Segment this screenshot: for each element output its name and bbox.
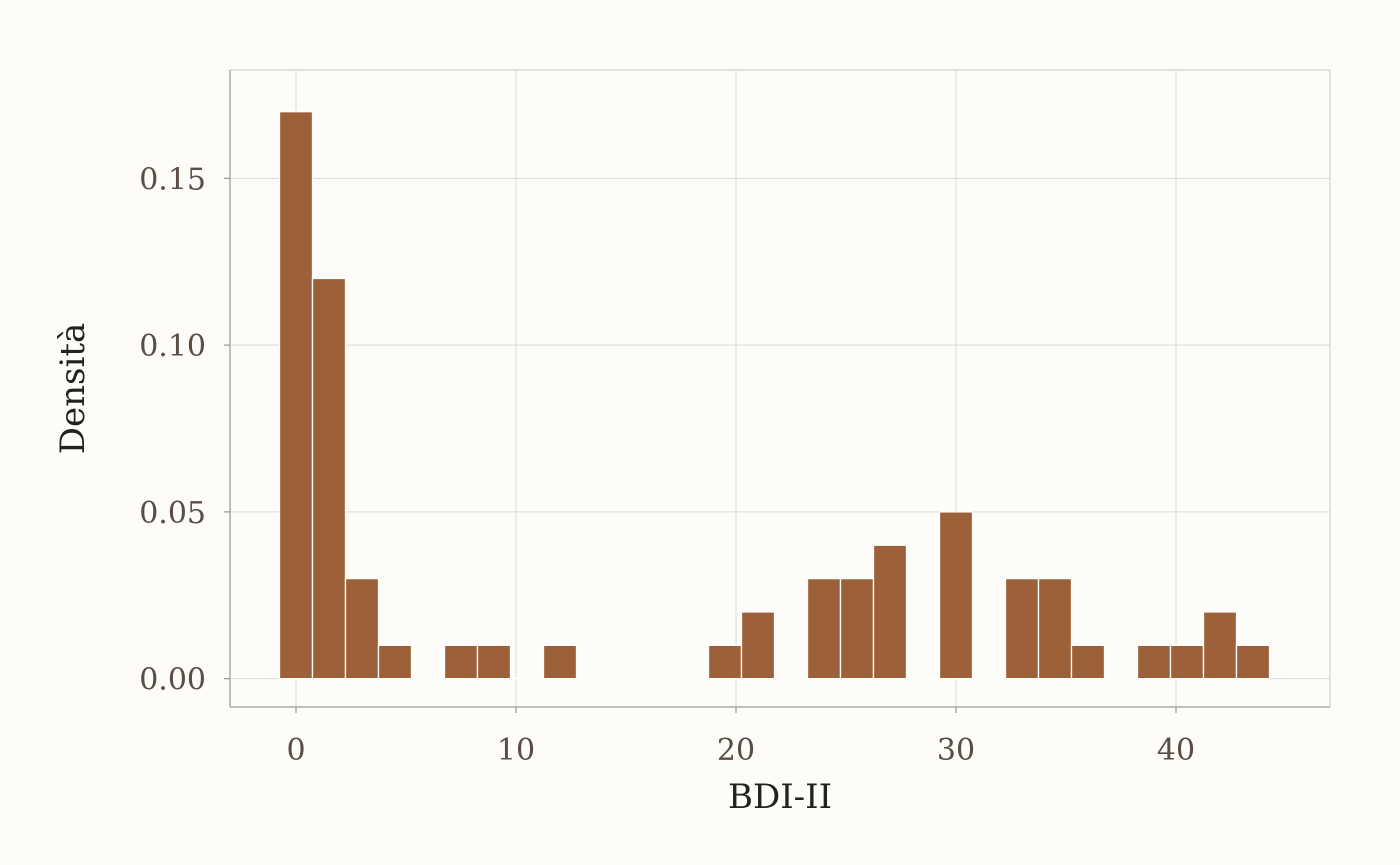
histogram-bar [377, 644, 413, 680]
histogram-bar [971, 677, 1007, 680]
histogram-bar [410, 677, 446, 680]
histogram-bar [905, 677, 941, 680]
histogram-bar [1202, 611, 1238, 680]
histogram-bar [476, 644, 512, 680]
histogram-bar [1037, 577, 1073, 680]
histogram-bars [278, 111, 1271, 680]
x-tick-label: 30 [937, 733, 975, 768]
histogram-bar [509, 677, 545, 680]
histogram-bar [608, 677, 644, 680]
histogram-bar [311, 277, 347, 680]
y-tick-label: 0.00 [139, 663, 206, 698]
histogram-bar [344, 577, 380, 680]
histogram-bar [707, 644, 743, 680]
y-tick-label: 0.10 [139, 329, 206, 364]
histogram-bar [1235, 644, 1271, 680]
histogram-bar [443, 644, 479, 680]
histogram-bar [674, 677, 710, 680]
histogram-bar [806, 577, 842, 680]
histogram-bar [575, 677, 611, 680]
x-tick-label: 10 [497, 733, 535, 768]
histogram-bar [740, 611, 776, 680]
histogram-bar [1136, 644, 1172, 680]
histogram-bar [1004, 577, 1040, 680]
histogram-bar [1103, 677, 1139, 680]
histogram-bar [872, 544, 908, 680]
histogram-bar [1169, 644, 1205, 680]
y-tick-label: 0.05 [139, 496, 206, 531]
x-tick-label: 20 [717, 733, 755, 768]
y-axis-title: Densità [53, 323, 93, 455]
tick-labels: 0 10 20 30 40 0.00 0.05 0.10 0.15 [139, 162, 1195, 768]
histogram-bar [938, 511, 974, 680]
y-tick-label: 0.15 [139, 162, 206, 197]
axes [224, 69, 1331, 713]
x-tick-label: 0 [286, 733, 305, 768]
histogram-bar [641, 677, 677, 680]
histogram-bar [773, 677, 809, 680]
histogram-bar [542, 644, 578, 680]
histogram-bar [1070, 644, 1106, 680]
histogram-bar [278, 111, 314, 680]
grid [230, 70, 1330, 707]
x-axis-title: BDI-II [728, 777, 832, 817]
histogram-bar [839, 577, 875, 680]
x-tick-label: 40 [1157, 733, 1195, 768]
